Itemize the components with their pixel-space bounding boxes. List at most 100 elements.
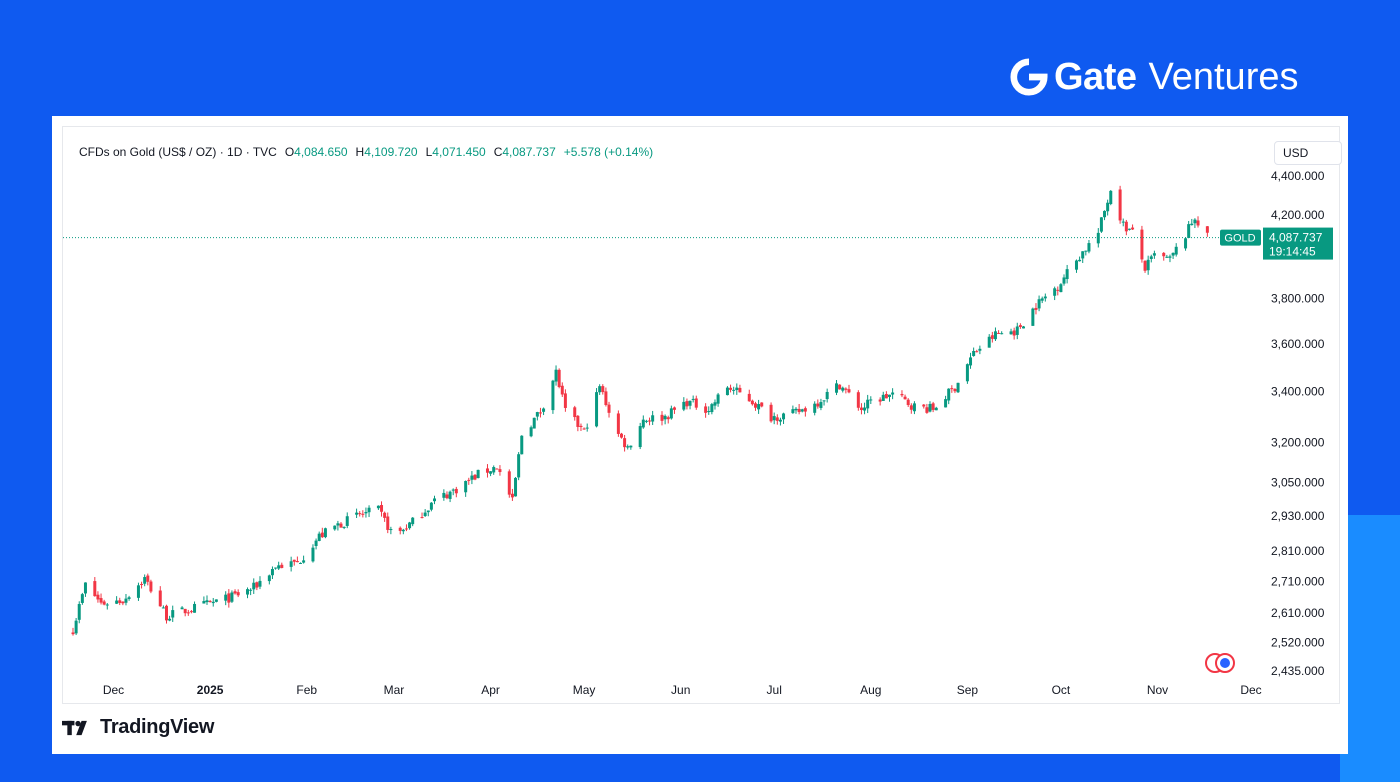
currency-button[interactable]: USD (1274, 141, 1342, 165)
candle-body (77, 604, 81, 620)
candle-body (1022, 326, 1026, 329)
gate-ventures-logo: Gate Ventures (1010, 54, 1298, 100)
candle-body (688, 400, 692, 406)
candle-body (470, 475, 474, 480)
candle-body (1165, 256, 1169, 258)
candle-body (214, 599, 218, 602)
candle-body (800, 409, 804, 412)
candle-body (1127, 228, 1131, 230)
candle-body (953, 388, 957, 392)
candle-body (514, 477, 518, 497)
candle-body (729, 387, 733, 390)
candle-body (164, 605, 168, 621)
symbol-tag: GOLD (1224, 233, 1255, 245)
candle-body (355, 512, 359, 515)
candle-body (492, 467, 496, 473)
candle-body (672, 407, 676, 410)
candle-body (498, 469, 502, 473)
legend-open-label: O (284, 145, 295, 159)
candle-body (1143, 260, 1147, 271)
legend-close-value: 4,087.737 (502, 145, 556, 159)
x-tick-label: Jun (671, 683, 690, 697)
tradingview-logo: TradingView (62, 716, 214, 739)
x-tick-label: Nov (1147, 683, 1168, 697)
candle-body (969, 357, 973, 366)
candle-body (835, 383, 839, 393)
legend-open-value: 4,084.650 (294, 145, 348, 159)
candle-body (1087, 243, 1091, 252)
candle-body (1099, 217, 1103, 232)
candle-body (83, 582, 87, 594)
candle-body (869, 399, 873, 401)
candle-body (735, 387, 739, 390)
candle-body (202, 601, 206, 604)
candle-body (1152, 253, 1156, 256)
candle-body (433, 498, 437, 502)
legend-change: +5.578 (+0.14%) (563, 145, 654, 159)
candle-body (451, 489, 455, 491)
candle-body (367, 507, 371, 513)
candle-body (884, 393, 888, 399)
last-price-value: 4,087.737 (1269, 231, 1323, 245)
candle-body (532, 417, 536, 429)
candle-body (1034, 307, 1038, 310)
price-chart[interactable]: 4,400.000 4,200.000 3,800.000 3,600.000 3,40… (63, 127, 1339, 703)
candle-body (713, 402, 717, 406)
candle-body (93, 581, 97, 597)
candle-body (127, 597, 131, 599)
candle-body (922, 404, 926, 407)
candle-body (1196, 220, 1200, 226)
candle-body (1009, 331, 1013, 335)
candle-body (389, 529, 393, 531)
candle-body (607, 404, 611, 413)
candle-body (295, 561, 299, 563)
candle-body (143, 577, 147, 584)
candle-body (813, 403, 817, 413)
y-tick-label: 2,710.000 (1271, 574, 1325, 588)
candle-body (750, 400, 754, 405)
candle-body (193, 603, 197, 613)
x-tick-label: Oct (1052, 683, 1071, 697)
x-tick-label: Dec (103, 683, 124, 697)
candle-body (252, 582, 256, 590)
candle-body (454, 488, 458, 494)
candle-body (909, 405, 913, 410)
candle-body (760, 402, 764, 407)
candle-body (990, 335, 994, 339)
candle-body (280, 564, 284, 568)
candle-body (551, 380, 555, 411)
candle-body (704, 406, 708, 413)
candle-body (878, 399, 882, 402)
candle-body (1124, 221, 1128, 232)
candle-body (1118, 189, 1122, 221)
candle-body (975, 351, 979, 353)
candle-body (473, 474, 477, 480)
candle-body (520, 435, 524, 455)
candle-body (563, 393, 567, 408)
candle-body (1106, 202, 1110, 212)
candle-body (401, 529, 405, 532)
candle-body (738, 387, 742, 393)
candle-body (928, 403, 932, 412)
candle-body (956, 382, 960, 393)
y-tick-label: 2,810.000 (1271, 544, 1325, 558)
candle-body (573, 407, 577, 418)
candle-body (211, 601, 215, 604)
candle-body (947, 388, 951, 401)
candle-body (102, 601, 106, 605)
candle-body (965, 364, 969, 382)
candle-body (707, 411, 711, 413)
candle-body (791, 409, 795, 414)
candle-body (121, 601, 125, 604)
chart-legend: CFDs on Gold (US$ / OZ) · 1D · TVC O 4,0… (79, 145, 653, 159)
candle-body (146, 575, 150, 582)
x-tick-label: Aug (860, 683, 881, 697)
candle-body (255, 582, 259, 588)
candle-body (538, 412, 542, 414)
candle-body (616, 413, 620, 434)
candle-body (1171, 252, 1175, 256)
candle-body (1018, 325, 1022, 328)
candle-body (1015, 326, 1019, 335)
candle-body (660, 414, 664, 421)
candle-body (246, 589, 250, 595)
